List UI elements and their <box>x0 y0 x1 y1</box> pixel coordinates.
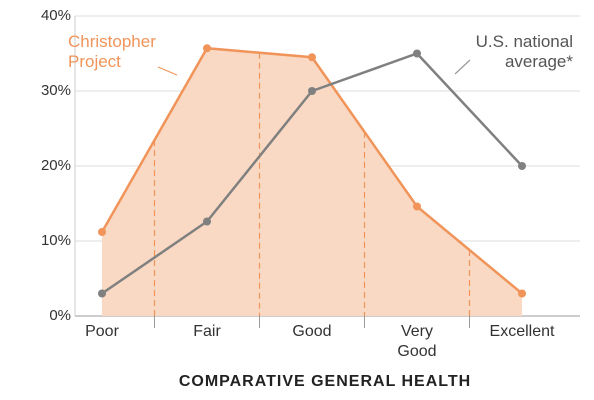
point <box>518 289 526 298</box>
leader <box>454 59 471 75</box>
point <box>413 202 421 211</box>
y-tick-label: 40% <box>41 7 71 24</box>
series-label: U.S. national average* <box>475 32 573 71</box>
y-tick-label: 30% <box>41 82 71 99</box>
point <box>203 44 211 53</box>
x-tick-label: Very Good <box>397 323 437 360</box>
point <box>308 53 316 62</box>
point <box>98 228 106 236</box>
area <box>102 48 522 316</box>
series-label: Christopher Project <box>68 32 156 71</box>
point <box>98 289 106 298</box>
point <box>413 49 421 58</box>
point <box>518 162 526 170</box>
point <box>203 217 211 226</box>
leader <box>157 66 178 76</box>
x-tick-label: Excellent <box>489 323 555 340</box>
y-tick-label: 10% <box>41 232 71 249</box>
y-tick-label: 20% <box>41 157 71 174</box>
x-tick-label: Fair <box>193 323 221 340</box>
x-tick-label: Good <box>292 323 332 340</box>
x-tick-label: Poor <box>85 323 119 340</box>
chart-title: COMPARATIVE GENERAL HEALTH <box>178 373 472 390</box>
y-tick-label: 0% <box>49 307 71 324</box>
point <box>308 87 316 95</box>
